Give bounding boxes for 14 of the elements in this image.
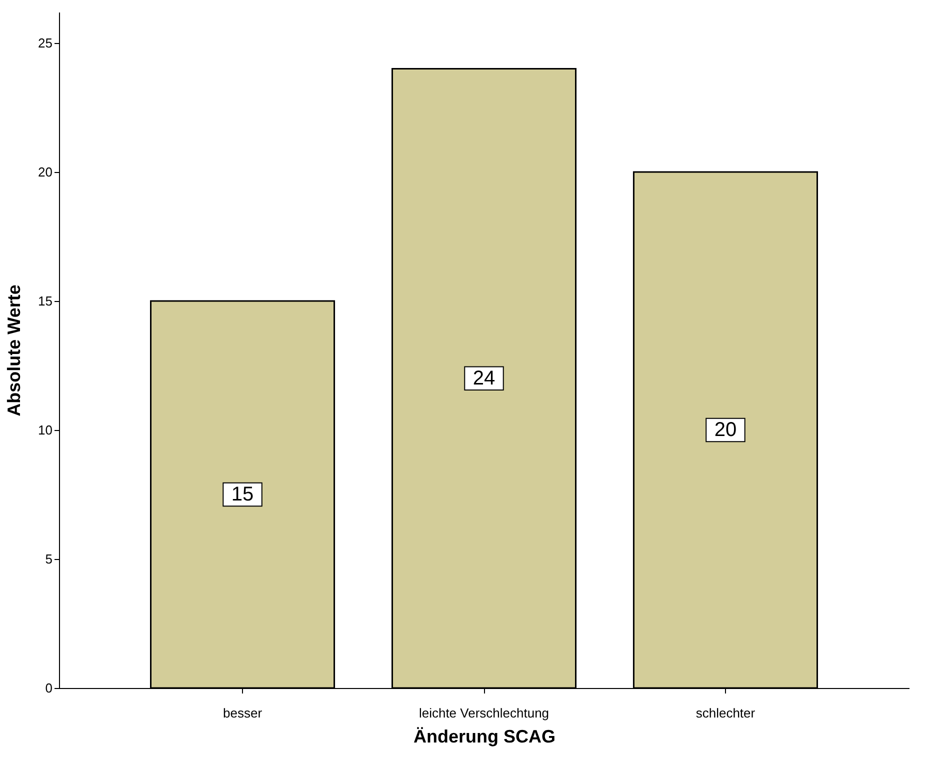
x-axis-title: Änderung SCAG [414, 726, 556, 746]
y-tick-label: 5 [45, 551, 52, 566]
x-tick-label: besser [223, 706, 263, 720]
y-axis-title: Absolute Werte [4, 284, 24, 416]
x-tick-label: leichte Verschlechtung [418, 706, 550, 720]
x-tick-label: schlechter [696, 706, 756, 720]
y-tick-label: 10 [38, 422, 52, 438]
y-tick-label: 0 [45, 680, 52, 696]
data-label: 15 [231, 483, 254, 506]
data-label: 24 [472, 367, 496, 390]
y-tick-label: 25 [38, 35, 52, 50]
y-tick-label: 20 [38, 164, 52, 180]
y-tick-label: 15 [38, 293, 52, 308]
data-label: 20 [714, 418, 737, 441]
